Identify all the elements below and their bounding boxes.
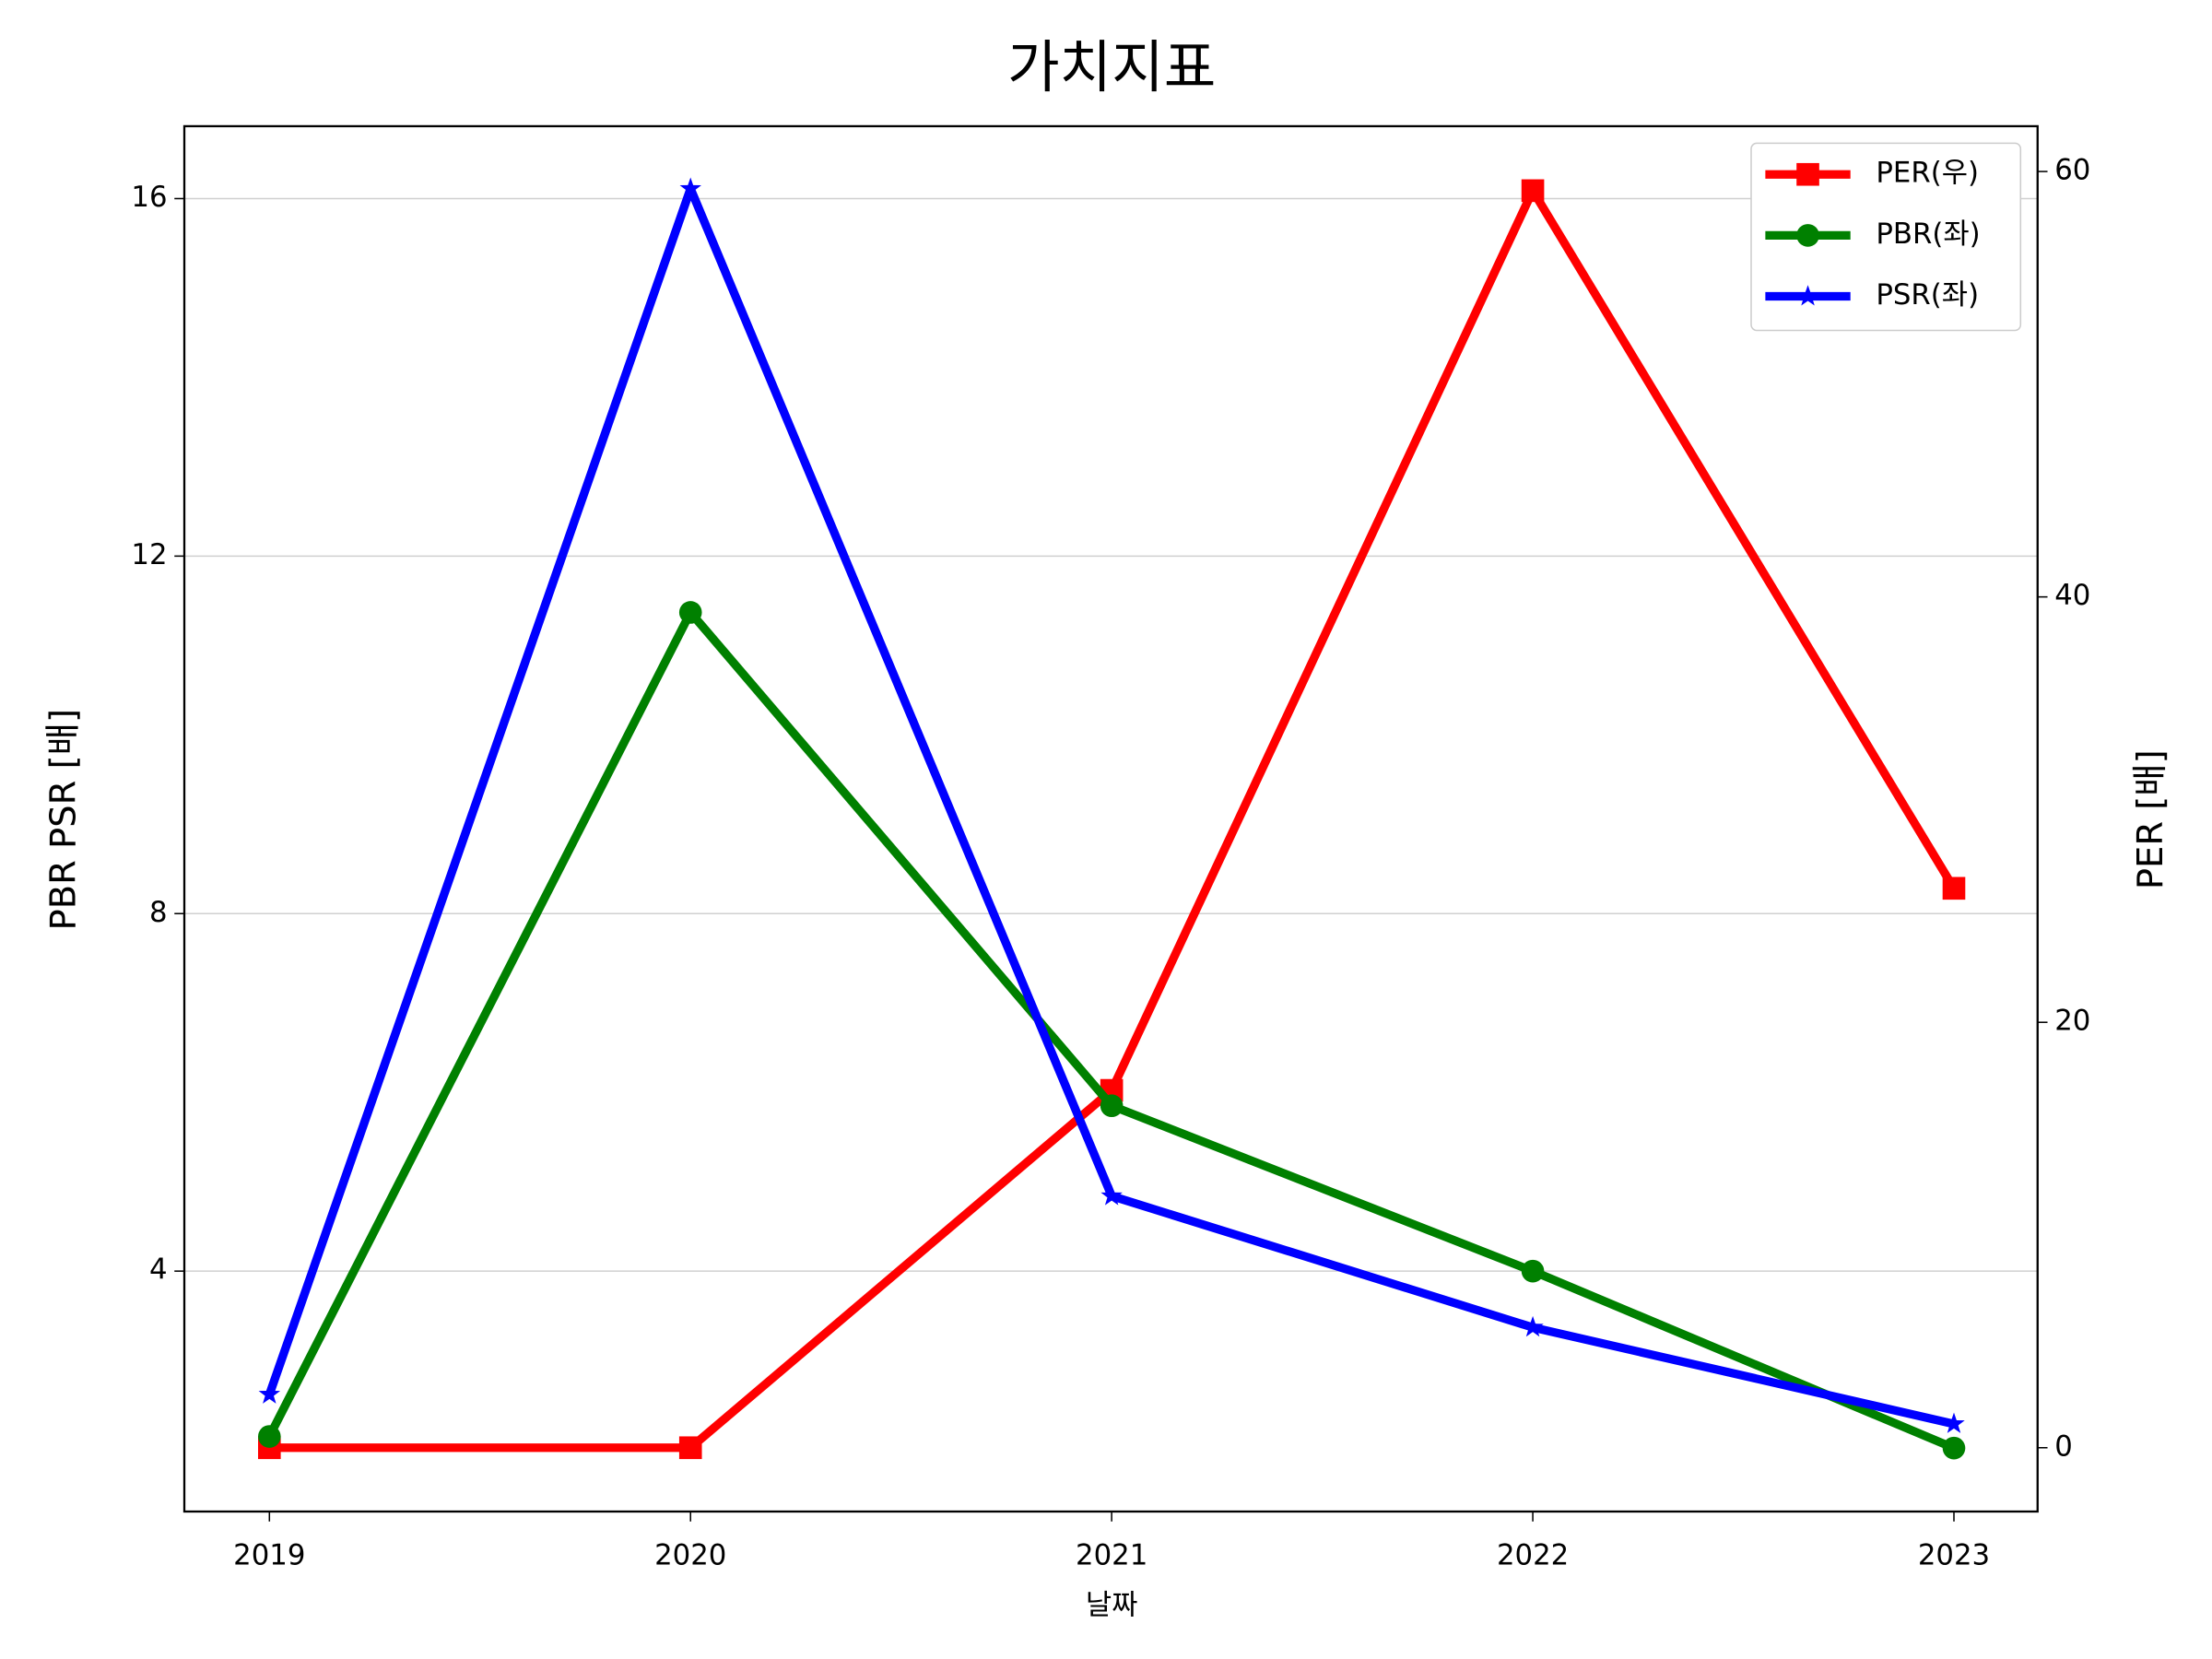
y-tick-label: 16 (131, 181, 167, 214)
plot-frame (182, 124, 2039, 1513)
y2-tick-label: 40 (2054, 579, 2090, 612)
y-tick-label: 8 (149, 896, 168, 929)
marker (678, 1436, 702, 1460)
marker (1942, 1436, 1966, 1460)
legend-marker (1796, 162, 1819, 186)
legend-box (1750, 142, 2022, 332)
x-axis-label: 날짜 (1086, 1589, 1138, 1622)
marker (678, 601, 702, 624)
marker (1521, 179, 1545, 203)
marker (1522, 1315, 1544, 1337)
legend: PER(우) PBR(좌) PSR(좌) (1750, 142, 2022, 332)
legend-label: PBR(좌) (1876, 218, 1980, 251)
legend-marker (1796, 224, 1819, 247)
y-tick-label: 12 (131, 538, 167, 571)
y2-tick-label: 60 (2054, 154, 2090, 187)
x-tick-label: 2021 (1076, 1539, 1147, 1572)
y2-axis-label: PER [배] (2130, 749, 2171, 889)
marker (1942, 877, 1966, 900)
y2-tick-label: 20 (2054, 1005, 2090, 1038)
x-tick-label: 2022 (1497, 1539, 1569, 1572)
marker (1100, 1184, 1123, 1206)
x-tick-label: 2019 (233, 1539, 305, 1572)
marker (1521, 1259, 1545, 1283)
marker (258, 1382, 281, 1404)
y-axis-label: PBR PSR [배] (42, 709, 84, 930)
marker (679, 177, 701, 198)
legend-label: PER(우) (1876, 157, 1979, 190)
y-tick-label: 4 (149, 1253, 168, 1287)
y2-tick-label: 0 (2054, 1430, 2073, 1463)
legend-marker (1796, 285, 1819, 306)
legend-label: PSR(좌) (1876, 278, 1979, 312)
marker (1100, 1094, 1124, 1118)
x-tick-label: 2023 (1918, 1539, 1990, 1572)
marker (1943, 1412, 1965, 1433)
chart-title: 가치지표 (1007, 34, 1216, 100)
marker (258, 1425, 281, 1448)
x-tick-label: 2020 (654, 1539, 726, 1572)
